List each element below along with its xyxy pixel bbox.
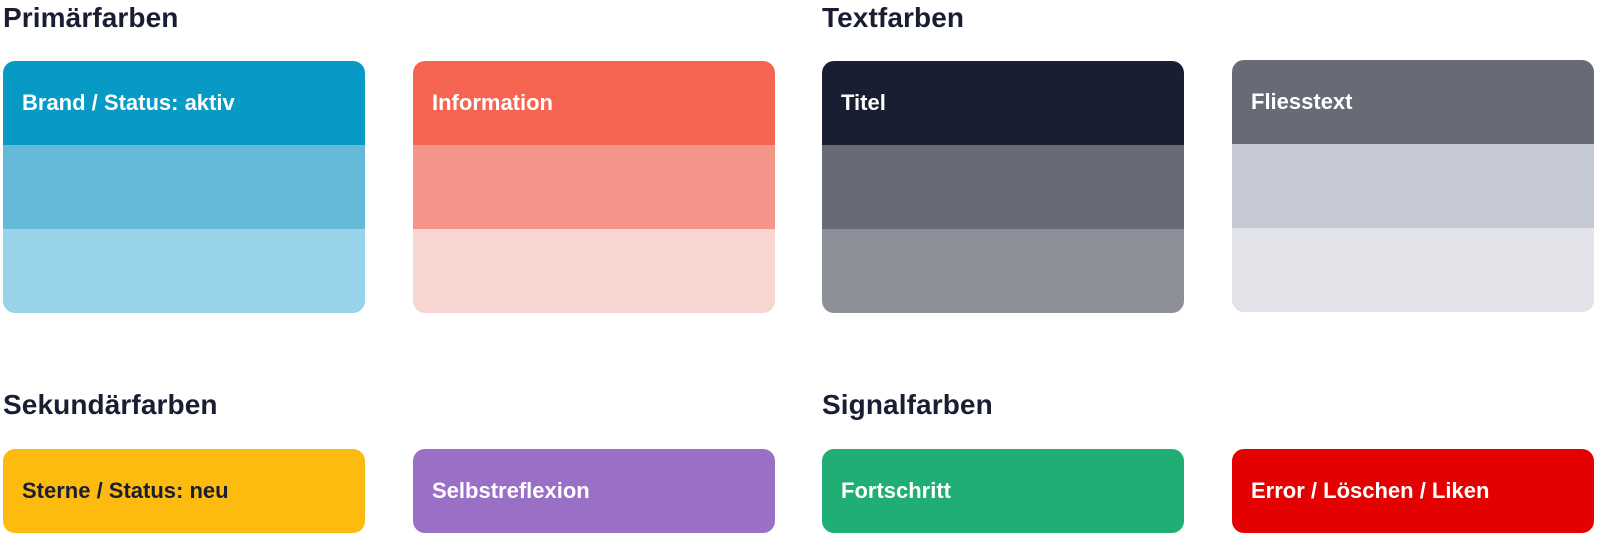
swatch-fliesstext-light: [1232, 228, 1594, 312]
color-card-sterne: Sterne / Status: neu: [3, 449, 365, 533]
swatch-label: Sterne / Status: neu: [22, 478, 229, 503]
swatch-label: Fortschritt: [841, 478, 951, 503]
color-card-error: Error / Löschen / Liken: [1232, 449, 1594, 533]
color-card-information: Information: [413, 61, 775, 313]
swatch-titel-light: [822, 229, 1184, 313]
section-title-primary: Primärfarben: [3, 2, 179, 33]
swatch-fliesstext-medium: [1232, 144, 1594, 228]
swatch-label: Titel: [841, 90, 886, 115]
color-card-selbstreflexion: Selbstreflexion: [413, 449, 775, 533]
swatch-titel-base: Titel: [822, 61, 1184, 145]
swatch-label: Brand / Status: aktiv: [22, 90, 235, 115]
swatch-sterne-base: Sterne / Status: neu: [3, 449, 365, 533]
swatch-selbstreflexion-base: Selbstreflexion: [413, 449, 775, 533]
section-title-signal: Signalfarben: [822, 389, 993, 420]
swatch-label: Fliesstext: [1251, 89, 1353, 114]
color-card-titel: Titel: [822, 61, 1184, 313]
swatch-titel-medium: [822, 145, 1184, 229]
swatch-label: Selbstreflexion: [432, 478, 590, 503]
swatch-information-light: [413, 229, 775, 313]
color-card-brand: Brand / Status: aktiv: [3, 61, 365, 313]
color-card-fortschritt: Fortschritt: [822, 449, 1184, 533]
swatch-fliesstext-base: Fliesstext: [1232, 60, 1594, 144]
swatch-fortschritt-base: Fortschritt: [822, 449, 1184, 533]
swatch-brand-base: Brand / Status: aktiv: [3, 61, 365, 145]
swatch-information-medium: [413, 145, 775, 229]
color-card-fliesstext: Fliesstext: [1232, 60, 1594, 312]
section-title-secondary: Sekundärfarben: [3, 389, 218, 420]
section-title-text: Textfarben: [822, 2, 965, 33]
swatch-label: Information: [432, 90, 553, 115]
swatch-error-base: Error / Löschen / Liken: [1232, 449, 1594, 533]
swatch-label: Error / Löschen / Liken: [1251, 478, 1490, 503]
swatch-brand-medium: [3, 145, 365, 229]
swatch-brand-light: [3, 229, 365, 313]
swatch-information-base: Information: [413, 61, 775, 145]
